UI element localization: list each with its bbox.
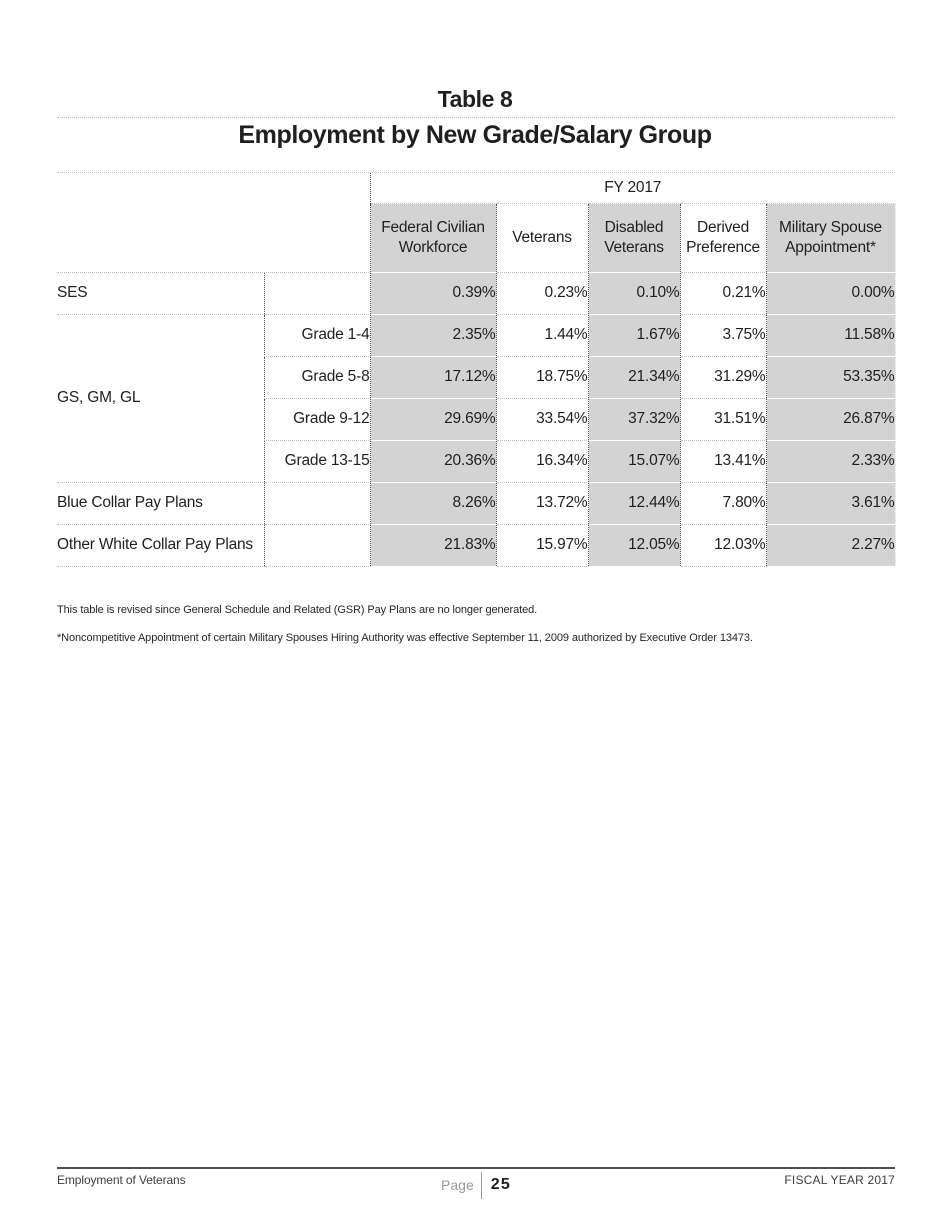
data-cell: 13.41% — [679, 440, 766, 483]
data-cell: 21.83% — [369, 524, 496, 567]
data-cell: 8.26% — [369, 482, 496, 525]
data-cell: 12.05% — [587, 524, 680, 567]
fiscal-year-row: FY 2017 — [57, 173, 895, 203]
grade-label — [263, 524, 370, 567]
corner-cell — [57, 203, 370, 273]
row-label: Blue Collar Pay Plans — [57, 482, 264, 525]
data-cell: 20.36% — [369, 440, 496, 483]
data-cell: 31.51% — [679, 398, 766, 441]
col-header-derived-preference: Derived Preference — [679, 202, 766, 273]
data-cell: 0.23% — [495, 272, 588, 315]
data-cell: 13.72% — [495, 482, 588, 525]
employment-table: FY 2017 Federal Civilian Workforce Veter… — [57, 173, 896, 567]
data-cell: 12.44% — [587, 482, 680, 525]
col-header-military-spouse-appointment: Military Spouse Appointment* — [765, 202, 896, 273]
fy-spacer-cell — [57, 173, 370, 203]
table-row-ses: SES 0.39% 0.23% 0.10% 0.21% 0.00% — [57, 272, 896, 315]
row-label-gs-gm-gl: GS, GM, GL — [57, 314, 264, 483]
divider-under-title — [57, 117, 895, 118]
column-header-row: Federal Civilian Workforce Veterans Disa… — [57, 202, 896, 273]
table-row-other-white-collar: Other White Collar Pay Plans 21.83% 15.9… — [57, 524, 896, 567]
data-cell: 3.75% — [679, 314, 766, 357]
data-cell: 15.07% — [587, 440, 680, 483]
footnote-gsr: This table is revised since General Sche… — [57, 604, 538, 616]
col-header-veterans: Veterans — [495, 202, 588, 273]
table-row-grade-5-8: Grade 5-8 17.12% 18.75% 21.34% 31.29% 53… — [57, 356, 896, 399]
data-cell: 2.33% — [765, 440, 896, 483]
divider-above-table — [57, 172, 895, 173]
data-cell: 16.34% — [495, 440, 588, 483]
data-cell: 15.97% — [495, 524, 588, 567]
grade-label: Grade 1-4 — [263, 314, 370, 357]
col-header-federal-civilian-workforce: Federal Civilian Workforce — [369, 202, 496, 273]
data-cell: 2.27% — [765, 524, 896, 567]
page-indicator: Page 25 — [57, 1171, 895, 1199]
data-cell: 11.58% — [765, 314, 896, 357]
footnote-military-spouse: *Noncompetitive Appointment of certain M… — [57, 632, 753, 644]
footer-divider — [57, 1167, 895, 1169]
data-cell: 17.12% — [369, 356, 496, 399]
data-cell: 12.03% — [679, 524, 766, 567]
page-divider-bar — [480, 1171, 482, 1199]
grade-label — [263, 482, 370, 525]
table-row-grade-9-12: Grade 9-12 29.69% 33.54% 37.32% 31.51% 2… — [57, 398, 896, 441]
data-cell: 2.35% — [369, 314, 496, 357]
data-cell: 3.61% — [765, 482, 896, 525]
table-subtitle: Employment by New Grade/Salary Group — [238, 121, 712, 149]
data-cell: 1.67% — [587, 314, 680, 357]
data-cell: 7.80% — [679, 482, 766, 525]
data-cell: 33.54% — [495, 398, 588, 441]
grade-label: Grade 9-12 — [263, 398, 370, 441]
grade-label — [263, 272, 370, 315]
footer-fiscal-year: FISCAL YEAR 2017 — [784, 1173, 895, 1187]
data-cell: 18.75% — [495, 356, 588, 399]
data-cell: 53.35% — [765, 356, 896, 399]
row-label: SES — [57, 272, 264, 315]
data-cell: 31.29% — [679, 356, 766, 399]
data-cell: 1.44% — [495, 314, 588, 357]
table-row-blue-collar: Blue Collar Pay Plans 8.26% 13.72% 12.44… — [57, 482, 896, 525]
grade-label: Grade 5-8 — [263, 356, 370, 399]
fiscal-year-header: FY 2017 — [369, 173, 895, 203]
data-cell: 29.69% — [369, 398, 496, 441]
data-cell: 37.32% — [587, 398, 680, 441]
table-row-grade-13-15: Grade 13-15 20.36% 16.34% 15.07% 13.41% … — [57, 440, 896, 483]
page-number: 25 — [490, 1176, 511, 1193]
grade-label: Grade 13-15 — [263, 440, 370, 483]
row-label: Other White Collar Pay Plans — [57, 524, 264, 567]
table-number-title: Table 8 — [437, 86, 513, 112]
footer-document-title: Employment of Veterans — [57, 1173, 186, 1187]
data-cell: 0.00% — [765, 272, 896, 315]
page-label: Page — [441, 1177, 474, 1193]
data-cell: 0.10% — [587, 272, 680, 315]
data-cell: 0.21% — [679, 272, 766, 315]
table-row-grade-1-4: GS, GM, GL Grade 1-4 2.35% 1.44% 1.67% 3… — [57, 314, 896, 483]
data-cell: 0.39% — [369, 272, 496, 315]
data-cell: 21.34% — [587, 356, 680, 399]
data-cell: 26.87% — [765, 398, 896, 441]
col-header-disabled-veterans: Disabled Veterans — [587, 202, 680, 273]
